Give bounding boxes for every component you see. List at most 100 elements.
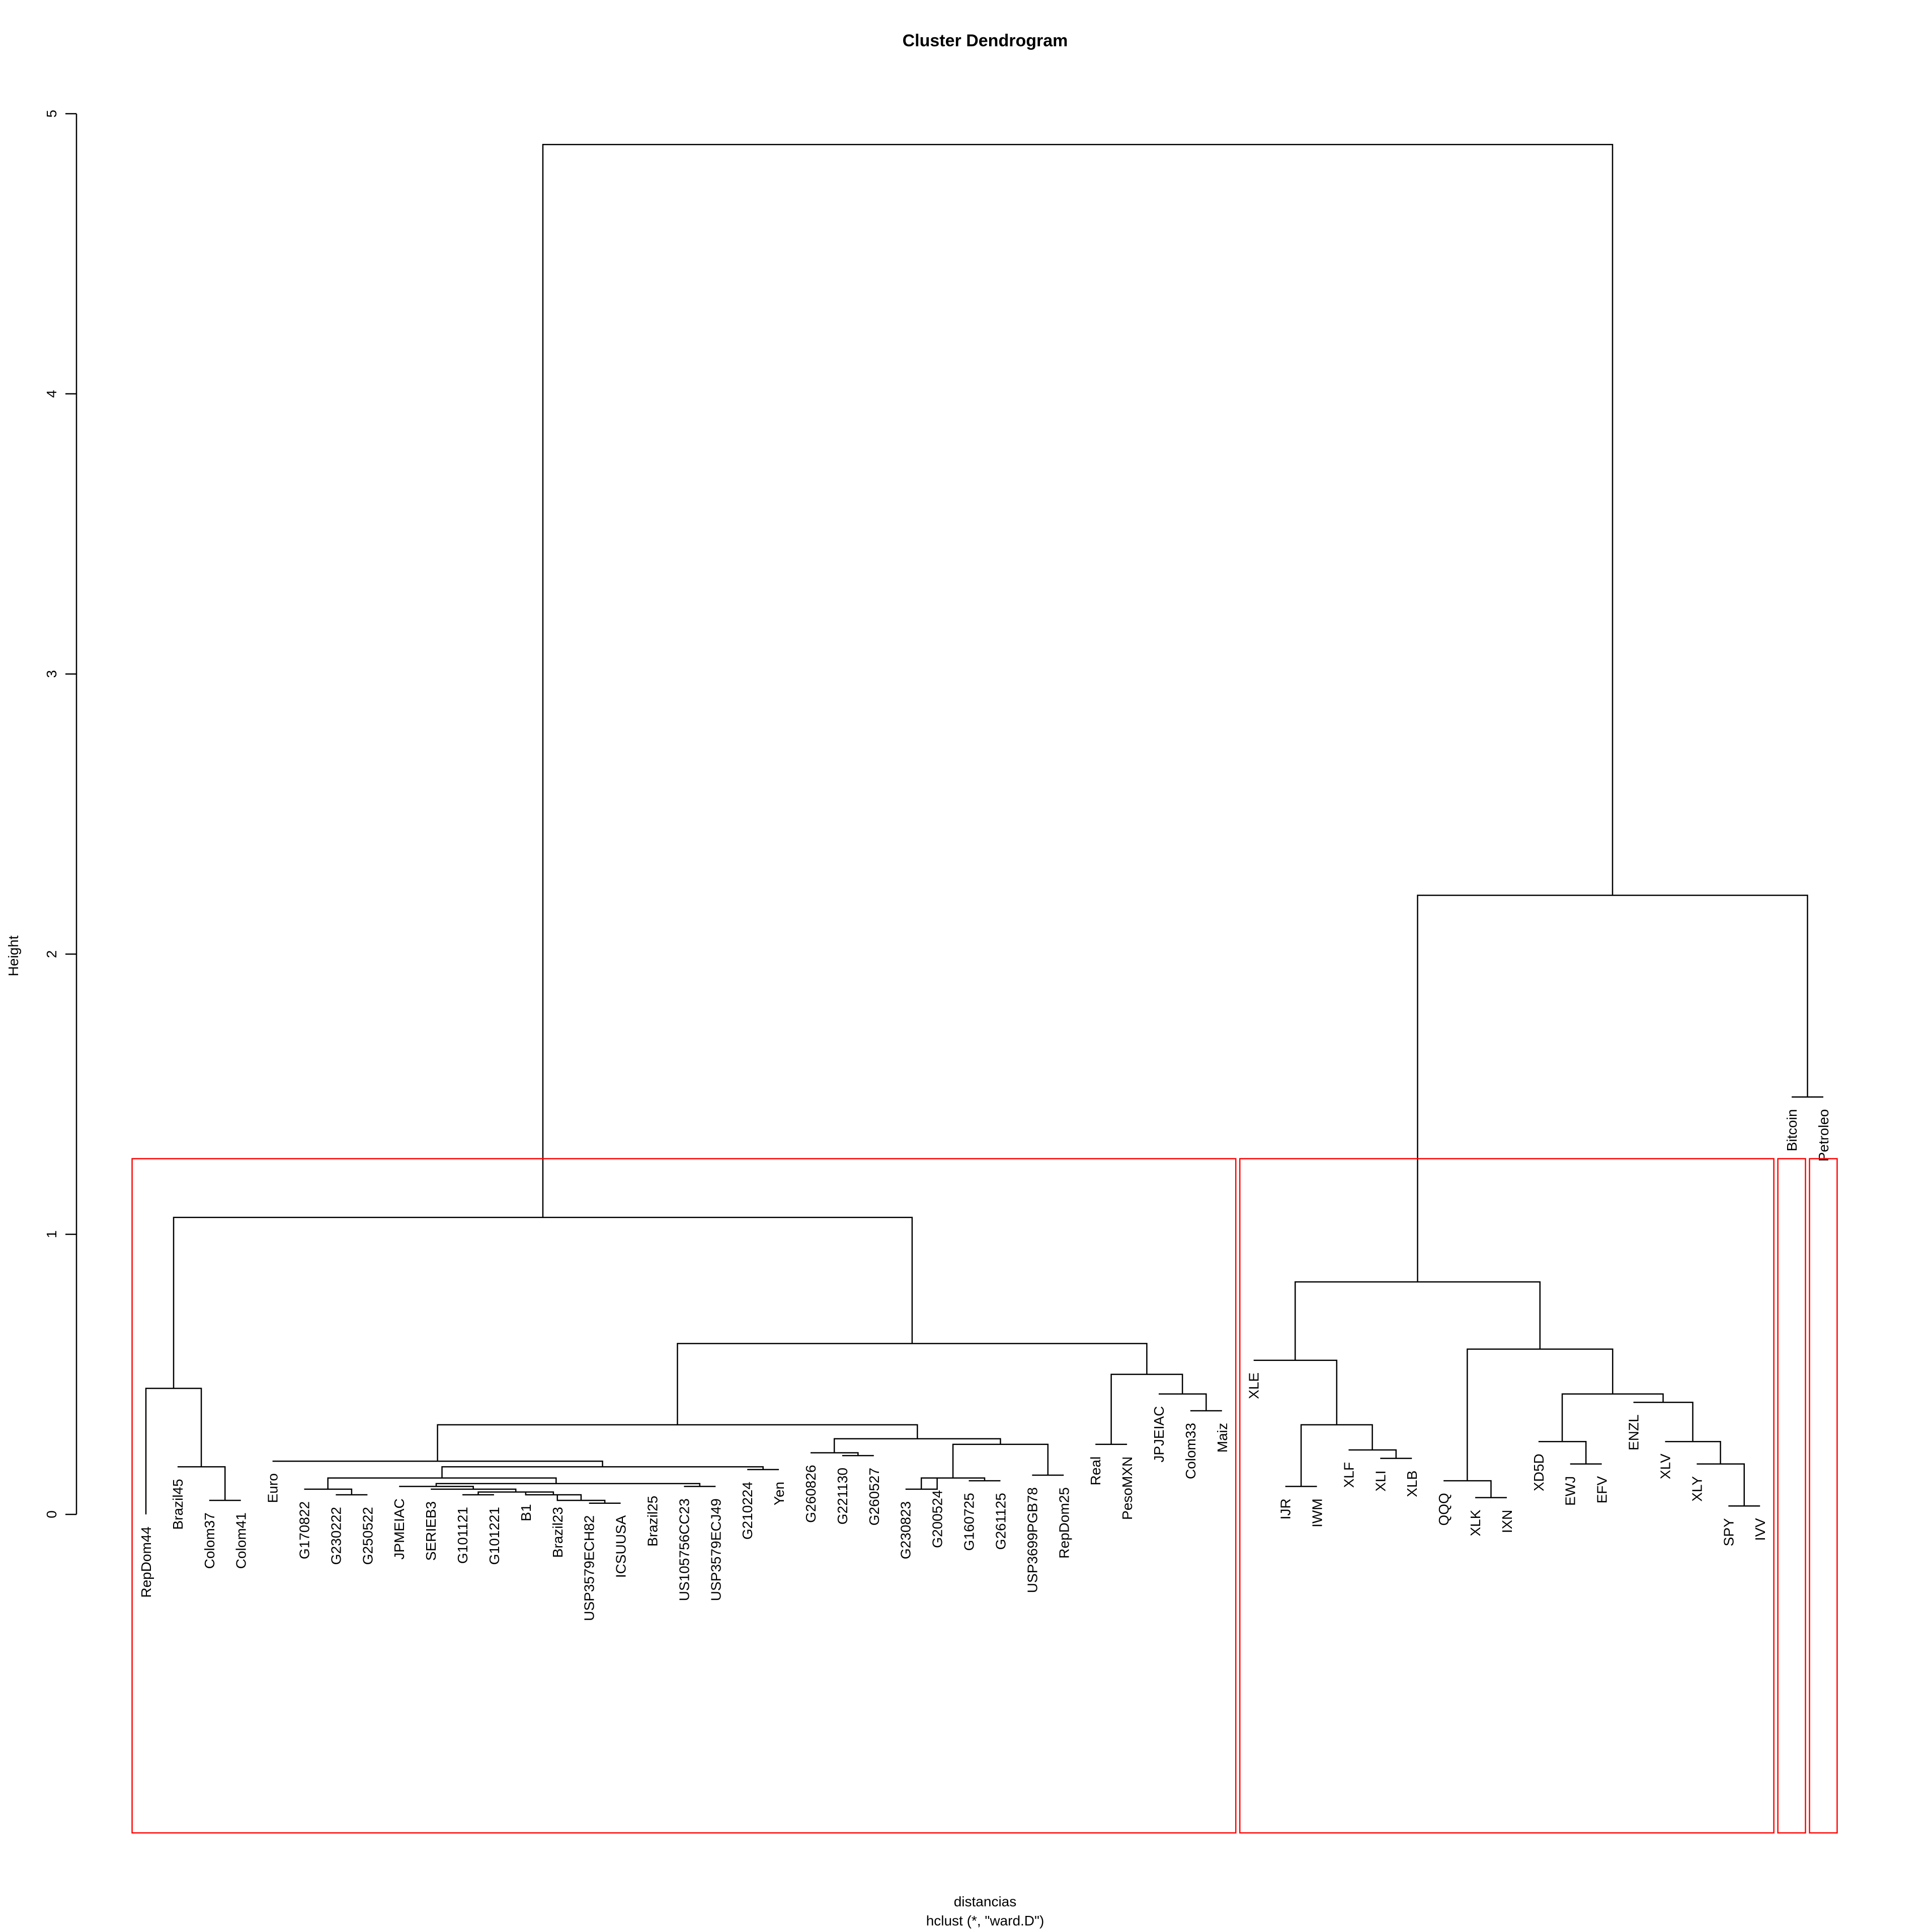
y-tick-label: 1: [44, 1230, 59, 1238]
dendrogram-branch: [1443, 1480, 1492, 1498]
leaf-label: B1: [518, 1504, 534, 1521]
dendrogram-branch: [920, 1477, 986, 1489]
leaf-label: Bitcoin: [1784, 1109, 1800, 1151]
leaf-label: IJR: [1278, 1498, 1294, 1519]
y-tick-label: 5: [44, 110, 59, 118]
dendrogram-branch: [1417, 895, 1808, 1282]
leaf-label: XLV: [1657, 1454, 1673, 1479]
y-axis-label: Height: [6, 935, 21, 976]
y-tick-label: 3: [44, 670, 59, 678]
leaf-label: XLF: [1341, 1462, 1356, 1488]
dendrogram-branch: [327, 1477, 557, 1489]
dendrogram-branch: [304, 1488, 353, 1495]
dendrogram-branch: [177, 1466, 226, 1501]
chart-title: Cluster Dendrogram: [903, 31, 1068, 50]
dendrogram-branch: [833, 1438, 1001, 1453]
leaf-label: IWM: [1310, 1498, 1325, 1527]
leaf-label: XLY: [1689, 1476, 1705, 1501]
leaf-label: JPMEIAC: [391, 1498, 407, 1559]
leaf-label: G260527: [866, 1468, 882, 1525]
leaf-label: XLI: [1373, 1471, 1388, 1492]
leaf-label: Brazil25: [645, 1496, 660, 1547]
x-axis-label: distancias: [954, 1894, 1017, 1909]
leaf-label: SPY: [1721, 1518, 1736, 1546]
dendrogram-branch: [435, 1483, 676, 1487]
leaf-label: JPJEIAC: [1151, 1406, 1167, 1463]
dendrogram-branch: [905, 1478, 938, 1490]
dendrogram-branch: [1561, 1393, 1664, 1442]
dendrogram-branch: [677, 1343, 1148, 1425]
leaf-label: Euro: [265, 1473, 281, 1503]
leaf-label: G261125: [993, 1493, 1008, 1550]
leaf-label: EFV: [1594, 1476, 1610, 1503]
dendrogram-branch: [1665, 1440, 1721, 1464]
leaf-label: IVV: [1752, 1518, 1768, 1541]
dendrogram-branch: [1538, 1440, 1587, 1464]
y-axis: 0 1 2 3 4 5: [44, 110, 77, 1518]
dendrogram-branch: [542, 143, 1614, 1218]
leaf-label: G200524: [930, 1490, 945, 1548]
dendrogram-branch: [811, 1452, 859, 1456]
leaf-label: Brazil23: [550, 1507, 566, 1558]
leaf-label: RepDom44: [138, 1526, 154, 1598]
leaf-label: G170822: [297, 1501, 312, 1559]
dendrogram-branch: [441, 1466, 764, 1478]
dendrogram-branch: [1467, 1348, 1614, 1481]
leaf-label: ENZL: [1626, 1414, 1642, 1451]
dendrogram-branch: [952, 1443, 1049, 1478]
leaf-label: USP3699PGB78: [1024, 1487, 1040, 1593]
dendrogram-branch: [173, 1217, 913, 1389]
dendrogram-branch: [272, 1460, 603, 1467]
dendrogram-branch: [1300, 1424, 1373, 1487]
cluster-box: [1239, 1158, 1775, 1834]
leaf-label: G101121: [455, 1507, 470, 1564]
leaf-label: XLK: [1468, 1509, 1483, 1536]
leaf-label: USP3579ECJ49: [708, 1498, 723, 1601]
leaf-label: XD5D: [1531, 1454, 1547, 1491]
dendrogram-branch: [1295, 1281, 1541, 1360]
leaf-label: QQQ: [1436, 1493, 1452, 1525]
dendrogram-branch: [1110, 1374, 1183, 1444]
leaf-label: G230222: [328, 1507, 344, 1565]
leaf-label: ICSUUSA: [613, 1515, 629, 1578]
leaf-label: PesoMXN: [1119, 1457, 1135, 1520]
leaf-label: Colom41: [233, 1512, 249, 1569]
dendrogram-branch: [1253, 1359, 1338, 1425]
leaf-label: G101221: [487, 1507, 502, 1565]
dendrogram-branch: [477, 1491, 554, 1495]
x-axis-sublabel: hclust (*, "ward.D"): [926, 1913, 1044, 1928]
dendrogram-branch: [1158, 1393, 1207, 1411]
leaf-label: XLE: [1246, 1373, 1262, 1399]
leaf-label: Yen: [771, 1482, 787, 1505]
leaf-label: G250522: [360, 1507, 375, 1565]
dendrogram-branch: [1633, 1402, 1694, 1442]
y-tick-label: 2: [44, 950, 59, 958]
leaf-label: G221130: [835, 1468, 850, 1524]
dendrogram-branch: [431, 1488, 517, 1492]
dendrogram-branch: [399, 1486, 474, 1489]
leaf-label: G160725: [961, 1493, 977, 1551]
leaf-label: SERIEB3: [423, 1501, 439, 1561]
leaf-label: EWJ: [1563, 1476, 1578, 1506]
leaf-label: G210224: [740, 1482, 755, 1540]
dendrogram-branch: [1348, 1449, 1397, 1459]
y-tick-label: 0: [44, 1510, 59, 1518]
cluster-rectangles: [131, 1158, 1838, 1834]
leaf-label: G260826: [803, 1465, 819, 1523]
cluster-box: [1809, 1158, 1838, 1834]
dendrogram-tree: [145, 143, 1823, 1514]
leaf-label: US105756CC23: [676, 1498, 692, 1601]
leaf-label: Real: [1088, 1457, 1103, 1486]
leaf-label: Petroleo: [1816, 1109, 1831, 1161]
leaf-label: G230823: [898, 1501, 914, 1559]
leaf-label: Colom33: [1183, 1423, 1198, 1479]
leaf-label: USP3579ECH82: [582, 1515, 597, 1621]
leaf-labels: RepDom44 Brazil45 Colom37 Colom41 Euro G17082…: [138, 1109, 1831, 1621]
y-tick-label: 4: [44, 390, 59, 398]
leaf-label: Colom37: [202, 1512, 217, 1569]
leaf-label: XLB: [1404, 1471, 1420, 1497]
leaf-label: Maiz: [1215, 1423, 1230, 1453]
leaf-label: Brazil45: [170, 1479, 186, 1530]
cluster-box: [1777, 1158, 1806, 1834]
